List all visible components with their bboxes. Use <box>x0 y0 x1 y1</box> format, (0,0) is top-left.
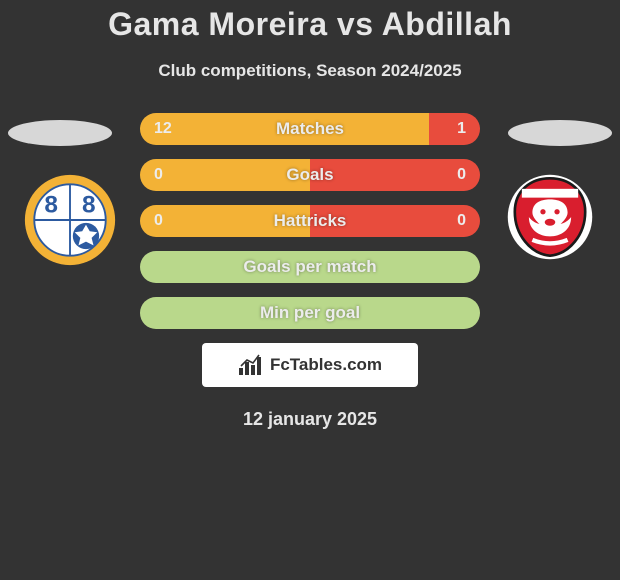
stat-bar-left-segment <box>140 251 480 283</box>
player-photo-right-placeholder <box>508 120 612 146</box>
stat-bar-left-segment <box>140 113 429 145</box>
club-badge-right <box>500 173 600 261</box>
date-label: 12 january 2025 <box>0 409 620 430</box>
stat-bars-container: Matches121 Goals00 Hattricks00 Goals per ma… <box>140 113 480 329</box>
brand-footer: FcTables.com <box>202 343 418 387</box>
stat-bar: Goals00 <box>140 159 480 191</box>
stat-bar: Goals per match <box>140 251 480 283</box>
stat-bar: Min per goal <box>140 297 480 329</box>
player-photo-left-placeholder <box>8 120 112 146</box>
stat-bar-right-segment <box>429 113 480 145</box>
stat-bar: Matches121 <box>140 113 480 145</box>
stat-bar-left-segment <box>140 159 310 191</box>
subtitle: Club competitions, Season 2024/2025 <box>0 61 620 81</box>
club-badge-left: 8 8 <box>20 173 120 267</box>
stat-bar-right-segment <box>310 205 480 237</box>
stat-bar-left-segment <box>140 297 480 329</box>
stat-bar-right-segment <box>310 159 480 191</box>
stat-bar: Hattricks00 <box>140 205 480 237</box>
stat-bar-left-segment <box>140 205 310 237</box>
page-title: Gama Moreira vs Abdillah <box>0 0 620 43</box>
brand-text: FcTables.com <box>270 355 382 375</box>
svg-text:8: 8 <box>82 191 96 218</box>
brand-bars-icon <box>238 354 264 376</box>
comparison-panel: 8 8 Matches121 Goals00 Hattricks00 Goals pe… <box>0 113 620 430</box>
svg-text:8: 8 <box>44 191 58 218</box>
